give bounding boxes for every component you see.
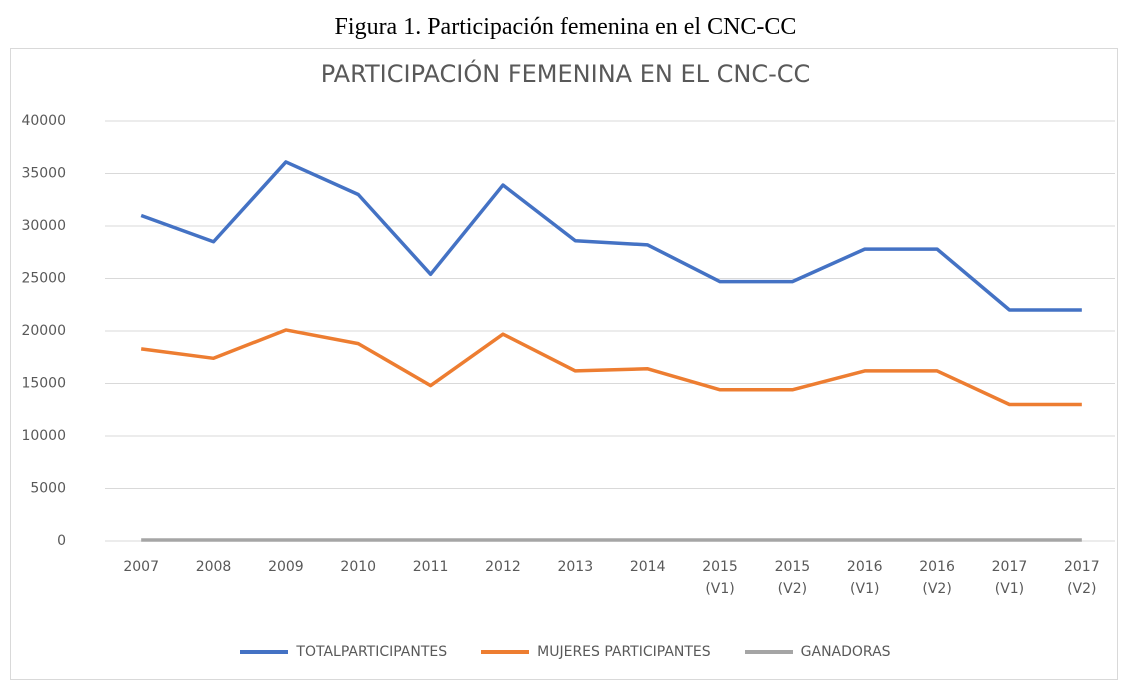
legend-swatch — [481, 650, 530, 654]
figure-caption: Figura 1. Participación femenina en el C… — [334, 14, 797, 40]
x-tick-label: 2013 — [557, 559, 594, 575]
y-tick-label: 35000 — [21, 166, 66, 182]
legend-item: TOTALPARTICIPANTES — [240, 644, 447, 660]
chart-frame — [10, 48, 1118, 680]
legend-label: MUJERES PARTICIPANTES — [537, 644, 711, 660]
y-tick-label: 15000 — [21, 376, 66, 392]
x-tick-label: 2016 (V2) — [919, 559, 955, 597]
x-tick-label: 2017 (V2) — [1063, 559, 1100, 597]
y-tick-label: 0 — [57, 533, 66, 549]
legend-label: TOTALPARTICIPANTES — [296, 644, 448, 660]
x-tick-label: 2008 — [195, 559, 232, 575]
x-tick-label: 2016 (V1) — [846, 559, 883, 597]
legend-label: GANADORAS — [800, 644, 891, 660]
legend-item: GANADORAS — [744, 644, 891, 660]
y-tick-label: 25000 — [21, 271, 66, 287]
legend-item: MUJERES PARTICIPANTES — [481, 644, 711, 660]
y-tick-label: 40000 — [21, 113, 66, 129]
series-line — [140, 328, 1082, 407]
legend-swatch — [240, 650, 289, 654]
legend-swatch — [744, 650, 793, 654]
x-tick-label: 2015 (V1) — [702, 559, 738, 597]
series-line — [140, 160, 1082, 312]
x-tick-label: 2007 — [123, 559, 159, 575]
y-tick-label: 10000 — [21, 428, 66, 444]
x-tick-label: 2012 — [485, 559, 521, 575]
y-tick-label: 20000 — [21, 323, 66, 339]
y-tick-label: 30000 — [21, 218, 66, 234]
y-tick-label: 5000 — [30, 481, 66, 497]
x-tick-label: 2009 — [268, 559, 304, 575]
x-tick-label: 2011 — [412, 559, 449, 575]
x-tick-label: 2015 (V2) — [774, 559, 811, 597]
legend: TOTALPARTICIPANTES MUJERES PARTICIPANTES G… — [0, 644, 1131, 660]
chart-title: PARTICIPACIÓN FEMENINA EN EL CNC-CC — [320, 60, 811, 88]
x-tick-label: 2014 — [629, 559, 666, 575]
x-tick-label: 2010 — [340, 559, 377, 575]
x-tick-label: 2017 (V1) — [991, 559, 1028, 597]
